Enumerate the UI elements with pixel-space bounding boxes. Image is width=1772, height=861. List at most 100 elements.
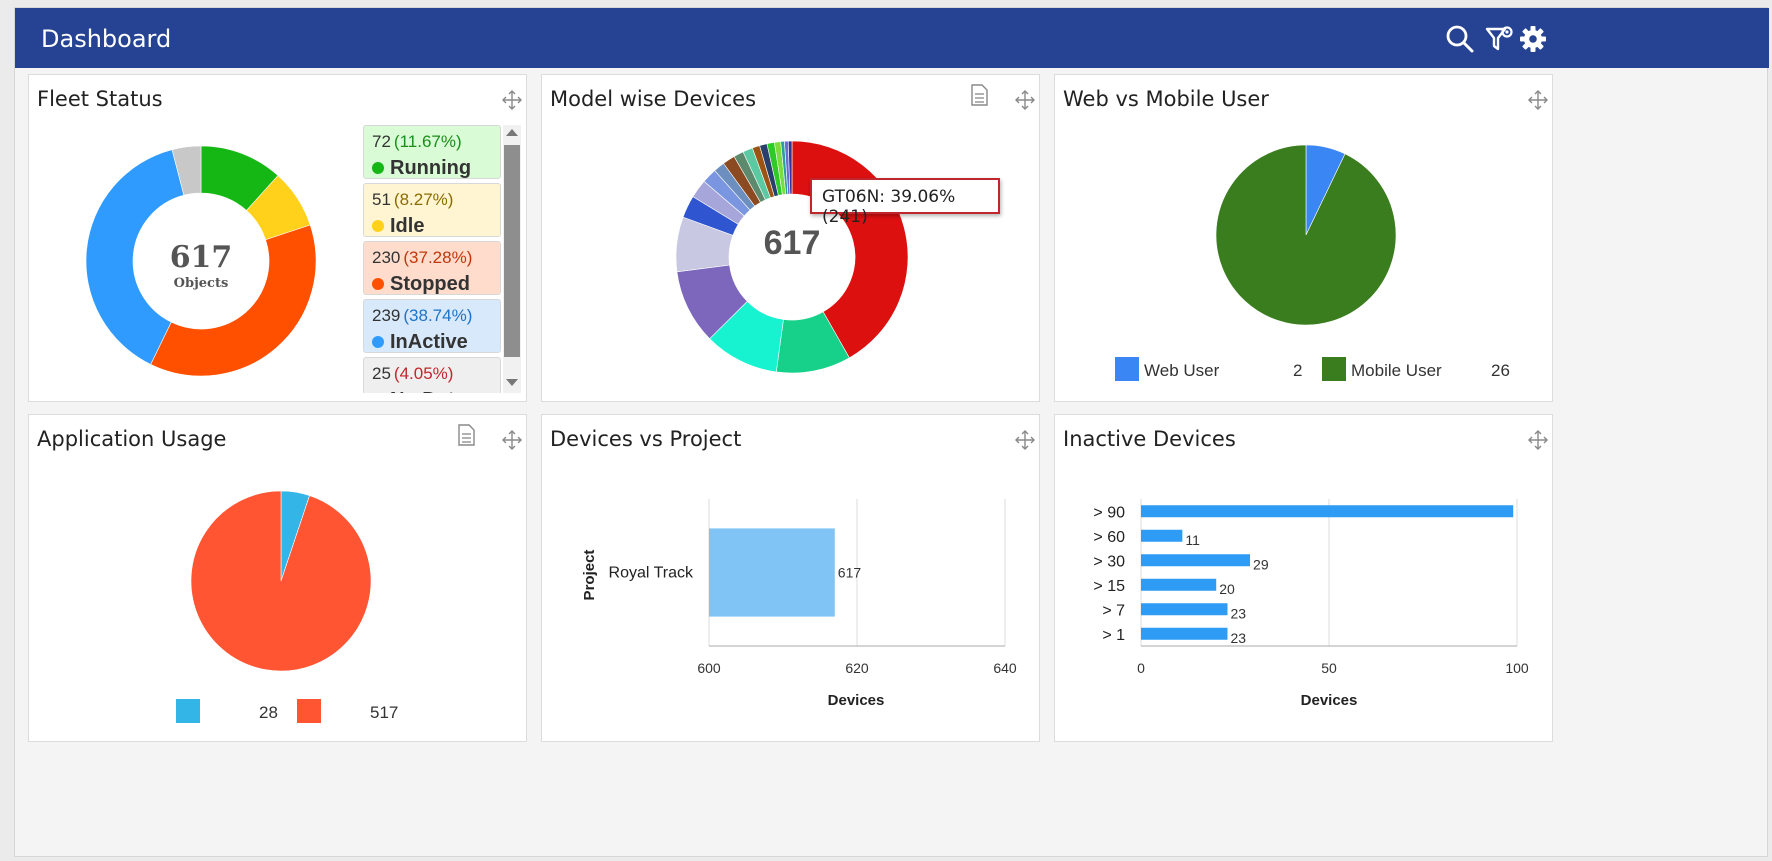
legend-item-inactive[interactable]: 239 (38.74%) InActive — [363, 299, 501, 353]
donut-total: 617 — [764, 224, 821, 262]
legend-dot — [372, 220, 384, 232]
legend-count-value: 72 — [372, 132, 391, 151]
fleet-status-legend[interactable]: 72 (11.67%) Running 51 (8.27%) Idle 230 (37.28%… — [363, 125, 523, 393]
devices-project-panel: Devices vs Project Project Devices 600 62… — [541, 414, 1040, 742]
filter-settings-icon[interactable] — [1485, 24, 1515, 54]
search-icon[interactable] — [1445, 24, 1475, 54]
legend-value-mobile: 26 — [1491, 361, 1510, 380]
application-usage-pie — [190, 490, 372, 672]
move-icon[interactable] — [1527, 89, 1549, 111]
bar[interactable] — [1141, 603, 1228, 616]
category-label: > 15 — [1093, 578, 1125, 595]
legend-swatch-mobile — [1322, 357, 1346, 381]
bar-value-label: 23 — [1230, 605, 1246, 621]
legend-label: Idle — [390, 215, 425, 237]
category-label: > 30 — [1093, 553, 1125, 570]
dashboard-frame: Dashboard Fleet Status 617 Objects 72 (11… — [14, 7, 1769, 857]
legend-count-value: 25 — [372, 364, 391, 383]
document-icon[interactable] — [969, 83, 989, 107]
bar-value-label: 29 — [1253, 556, 1269, 572]
legend-percent: (8.27%) — [393, 190, 454, 209]
bar-value-label: 20 — [1219, 581, 1235, 597]
fleet-slice-3[interactable] — [85, 149, 185, 365]
move-icon[interactable] — [1014, 89, 1036, 111]
web-mobile-panel: Web vs Mobile User Web User 2 Mobile Use… — [1054, 74, 1553, 402]
x-tick-label: 620 — [845, 660, 869, 676]
scroll-down-icon[interactable] — [506, 379, 518, 386]
application-usage-panel: Application Usage 28 517 — [28, 414, 527, 742]
legend-value-1: 517 — [370, 703, 399, 722]
scroll-up-icon[interactable] — [506, 129, 518, 136]
page-title: Dashboard — [41, 25, 172, 53]
legend-count: 230 (37.28%) — [372, 248, 472, 268]
panel-title: Model wise Devices — [550, 87, 757, 111]
legend-scrollbar[interactable] — [503, 125, 521, 393]
category-label: > 7 — [1102, 602, 1125, 619]
move-icon[interactable] — [501, 429, 523, 451]
panel-title: Application Usage — [37, 427, 227, 451]
model-slice-18[interactable] — [787, 140, 793, 195]
legend-swatch-web — [1115, 357, 1139, 381]
x-tick-label: 50 — [1321, 660, 1337, 676]
fleet-status-donut: 617 Objects — [85, 145, 317, 377]
web-mobile-pie — [1215, 144, 1397, 326]
legend-count: 72 (11.67%) — [372, 132, 462, 152]
bar[interactable] — [1141, 627, 1228, 640]
inactive-devices-panel: Inactive Devices Devices 0 50 100 > 90 > 60 1… — [1054, 414, 1553, 742]
move-icon[interactable] — [1527, 429, 1549, 451]
web-mobile-slice-1[interactable] — [1215, 144, 1397, 326]
x-tick-label: 100 — [1505, 660, 1529, 676]
x-tick-label: 640 — [993, 660, 1017, 676]
legend-dot — [372, 278, 384, 290]
move-icon[interactable] — [1014, 429, 1036, 451]
legend-swatch-1 — [297, 699, 321, 723]
bar[interactable] — [1141, 505, 1514, 518]
panel-title: Web vs Mobile User — [1063, 87, 1269, 111]
legend-percent: (4.05%) — [393, 364, 454, 383]
category-label: > 60 — [1093, 529, 1125, 546]
legend-percent: (37.28%) — [403, 248, 473, 267]
legend-item-stopped[interactable]: 230 (37.28%) Stopped — [363, 241, 501, 295]
bar-value-label: 23 — [1230, 630, 1246, 646]
panel-title: Inactive Devices — [1063, 427, 1236, 451]
legend-count: 51 (8.27%) — [372, 190, 453, 210]
legend-label-web: Web User — [1144, 361, 1220, 380]
bar[interactable] — [1141, 578, 1217, 591]
bar[interactable] — [1141, 529, 1183, 542]
scroll-thumb[interactable] — [504, 145, 520, 357]
legend-count: 239 (38.74%) — [372, 306, 472, 326]
legend-label: InActive — [390, 331, 468, 353]
x-tick-label: 0 — [1137, 660, 1145, 676]
legend-dot — [372, 336, 384, 348]
x-axis-label: Devices — [1301, 692, 1358, 709]
category-label: Royal Track — [609, 565, 694, 582]
bar-value-label: 617 — [838, 565, 862, 581]
fleet-slice-4[interactable] — [171, 145, 202, 196]
legend-count: 25 (4.05%) — [372, 364, 453, 384]
gear-icon[interactable] — [1518, 24, 1548, 54]
donut-total-label: Objects — [174, 276, 229, 291]
move-icon[interactable] — [501, 89, 523, 111]
legend-percent: (11.67%) — [393, 132, 462, 151]
fleet-slice-2[interactable] — [150, 224, 317, 377]
legend-dot — [372, 162, 384, 174]
legend-label: Stopped — [390, 273, 470, 295]
legend-value-web: 2 — [1293, 361, 1303, 380]
legend-item-idle[interactable]: 51 (8.27%) Idle — [363, 183, 501, 237]
bar[interactable] — [1141, 554, 1251, 567]
bar[interactable] — [709, 528, 835, 617]
document-icon[interactable] — [456, 423, 476, 447]
top-bar: Dashboard — [15, 8, 1769, 68]
model-devices-panel: Model wise Devices 617 GT06N: 39.06% (24… — [541, 74, 1040, 402]
app-usage-slice-1[interactable] — [190, 490, 372, 672]
devices-project-chart: Project Devices 600 620 640 Royal Track 617 — [581, 499, 1017, 709]
legend-value-0: 28 — [259, 703, 278, 722]
legend-item-running[interactable]: 72 (11.67%) Running — [363, 125, 501, 179]
legend-count-value: 230 — [372, 248, 401, 267]
legend-count-value: 51 — [372, 190, 391, 209]
donut-total: 617 — [170, 240, 233, 275]
x-tick-label: 600 — [697, 660, 721, 676]
legend-label: Running — [390, 157, 472, 179]
legend-item-no-data[interactable]: 25(4.05%) No Data — [363, 357, 501, 393]
legend-percent: (38.74%) — [403, 306, 473, 325]
